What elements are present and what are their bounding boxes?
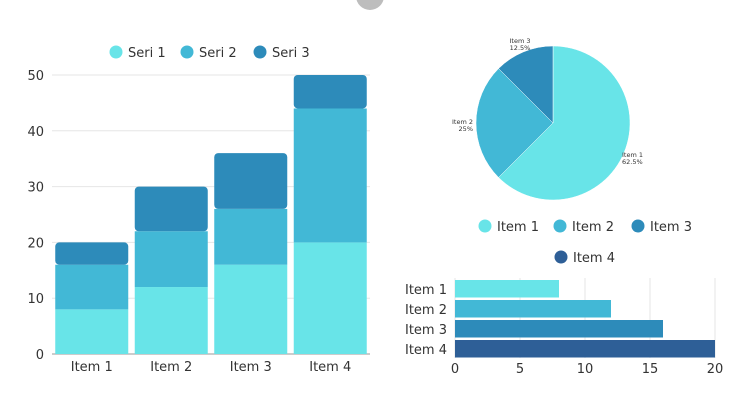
bar-segment-1 xyxy=(214,264,288,354)
x-tick-label: Item 1 xyxy=(71,360,113,375)
x-tick-label: Item 3 xyxy=(230,360,272,375)
bar xyxy=(455,340,715,358)
y-tick-label: Item 4 xyxy=(405,343,447,358)
bar-segment-2 xyxy=(55,264,129,310)
top-handle xyxy=(356,0,384,10)
legend-marker xyxy=(109,45,123,59)
legend-marker xyxy=(631,219,645,233)
pie-chart: Item 162.5%Item 225%Item 312.5%Item 1 Ite… xyxy=(452,37,692,266)
slice-value: 25% xyxy=(459,125,473,133)
bar-segment-3 xyxy=(134,186,208,232)
x-tick-label: Item 4 xyxy=(309,360,351,375)
x-tick-label: 20 xyxy=(707,362,724,377)
y-tick-label: 40 xyxy=(27,125,44,140)
legend-label: Seri 1 xyxy=(128,46,166,61)
bar-segment-3 xyxy=(55,242,129,265)
y-tick-label: 50 xyxy=(27,69,44,84)
slice-label: Item 1 xyxy=(622,151,643,159)
slice-value: 62.5% xyxy=(622,158,643,166)
bar-segment-2 xyxy=(214,208,288,265)
legend-marker xyxy=(478,219,492,233)
x-tick-label: 15 xyxy=(642,362,659,377)
bar xyxy=(455,300,611,318)
y-tick-label: Item 2 xyxy=(405,303,447,318)
slice-value: 12.5% xyxy=(510,44,531,52)
pie-slice xyxy=(498,45,631,201)
legend-label: Item 2 xyxy=(572,220,614,235)
slice-label: Item 2 xyxy=(452,118,473,126)
bar xyxy=(455,280,559,298)
legend-label: Item 4 xyxy=(573,251,615,266)
horizontal-bar-chart: 0 5 10 15 20 Item 1 Item 2 Item 3 Item 4 xyxy=(405,278,723,377)
slice-label: Item 3 xyxy=(510,37,531,45)
y-tick-label: 0 xyxy=(36,348,44,363)
y-tick-label: Item 3 xyxy=(405,323,447,338)
pie-slice xyxy=(475,68,554,178)
x-tick-label: Item 2 xyxy=(150,360,192,375)
y-tick-label: Item 1 xyxy=(405,283,447,298)
x-tick-label: 5 xyxy=(516,362,524,377)
bar xyxy=(455,320,663,338)
y-tick-label: 20 xyxy=(27,236,44,251)
pie-slice xyxy=(498,45,554,124)
bar-segment-3 xyxy=(293,75,367,109)
bar-segment-3 xyxy=(214,153,288,209)
legend-marker xyxy=(180,45,194,59)
legend-label: Seri 2 xyxy=(199,46,237,61)
bar-segment-2 xyxy=(134,231,208,288)
bar-segment-1 xyxy=(134,287,208,354)
legend-label: Item 3 xyxy=(650,220,692,235)
legend-marker xyxy=(553,219,567,233)
y-tick-label: 10 xyxy=(27,292,44,307)
x-tick-label: 0 xyxy=(451,362,459,377)
y-tick-label: 30 xyxy=(27,181,44,196)
stacked-bar-chart: 0 10 20 30 40 50 Item 1 Item 2 Item 3 Item 4 Seri … xyxy=(27,45,370,375)
legend-marker xyxy=(554,250,568,264)
legend-marker xyxy=(253,45,267,59)
bar-segment-1 xyxy=(293,242,367,354)
legend-label: Item 1 xyxy=(497,220,539,235)
bar-segment-1 xyxy=(55,309,129,354)
bar-segment-2 xyxy=(293,108,367,243)
legend-label: Seri 3 xyxy=(272,46,310,61)
x-tick-label: 10 xyxy=(577,362,594,377)
